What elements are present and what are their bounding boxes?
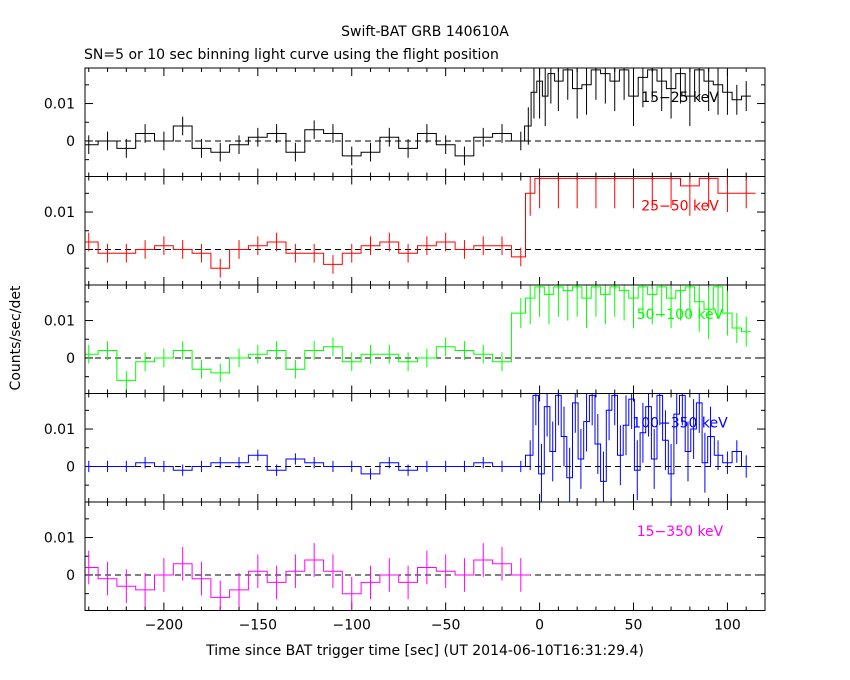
y-axis-label: Counts/sec/det bbox=[8, 285, 24, 390]
x-tick-label: −150 bbox=[239, 618, 277, 634]
x-tick-label: 50 bbox=[625, 618, 643, 634]
y-tick-label: 0.01 bbox=[44, 531, 75, 547]
step-line bbox=[85, 286, 751, 381]
panel-frame bbox=[84, 176, 766, 286]
y-tick-label: 0.01 bbox=[44, 422, 75, 438]
series-3 bbox=[85, 285, 751, 390]
step-line bbox=[85, 177, 756, 269]
panel-4: 0 0.01 100−350 keV bbox=[44, 393, 766, 503]
band-label: 25−50 keV bbox=[641, 199, 719, 215]
chart-subtitle: SN=5 or 10 sec binning light curve using… bbox=[84, 47, 499, 63]
series-2 bbox=[85, 176, 756, 278]
panel-frame bbox=[84, 501, 766, 611]
band-label: 15−350 keV bbox=[637, 524, 724, 540]
band-label: 100−350 keV bbox=[632, 416, 728, 432]
panel-3: 0 0.01 50−100 keV bbox=[44, 284, 766, 394]
panel-frame bbox=[84, 67, 766, 177]
panel-5: 0 0.01 15−350 keV bbox=[44, 501, 766, 611]
panel-frame bbox=[84, 284, 766, 394]
x-tick-label: 100 bbox=[714, 618, 741, 634]
y-tick-label: 0 bbox=[66, 568, 75, 584]
band-label: 15−25 keV bbox=[641, 90, 719, 106]
step-line bbox=[85, 559, 531, 598]
series-5 bbox=[85, 543, 531, 611]
step-line bbox=[85, 69, 751, 157]
x-tick-label: 0 bbox=[535, 618, 544, 634]
panels-group: 0 0.01 15−25 keV 0 0.01 25−50 keV 0 0.01 50−100 … bbox=[44, 67, 766, 611]
y-tick-label: 0 bbox=[66, 134, 75, 150]
x-tick-label: −100 bbox=[333, 618, 371, 634]
y-tick-label: 0.01 bbox=[44, 97, 75, 113]
step-line bbox=[85, 394, 751, 482]
series-1 bbox=[85, 68, 751, 166]
panel-2: 0 0.01 25−50 keV bbox=[44, 176, 766, 286]
y-tick-label: 0 bbox=[66, 242, 75, 258]
y-tick-label: 0 bbox=[66, 459, 75, 475]
y-tick-label: 0.01 bbox=[44, 205, 75, 221]
x-tick-label: −200 bbox=[145, 618, 183, 634]
y-tick-label: 0.01 bbox=[44, 314, 75, 330]
x-axis-label: Time since BAT trigger time [sec] (UT 20… bbox=[205, 643, 644, 659]
chart-title: Swift-BAT GRB 140610A bbox=[341, 24, 509, 40]
x-tick-label: −50 bbox=[431, 618, 461, 634]
y-tick-label: 0 bbox=[66, 351, 75, 367]
series-4 bbox=[85, 393, 751, 502]
panel-1: 0 0.01 15−25 keV bbox=[44, 67, 766, 177]
band-label: 50−100 keV bbox=[637, 307, 724, 323]
x-tick-labels: −200 −150 −100 −50 0 50 100 bbox=[145, 618, 741, 634]
